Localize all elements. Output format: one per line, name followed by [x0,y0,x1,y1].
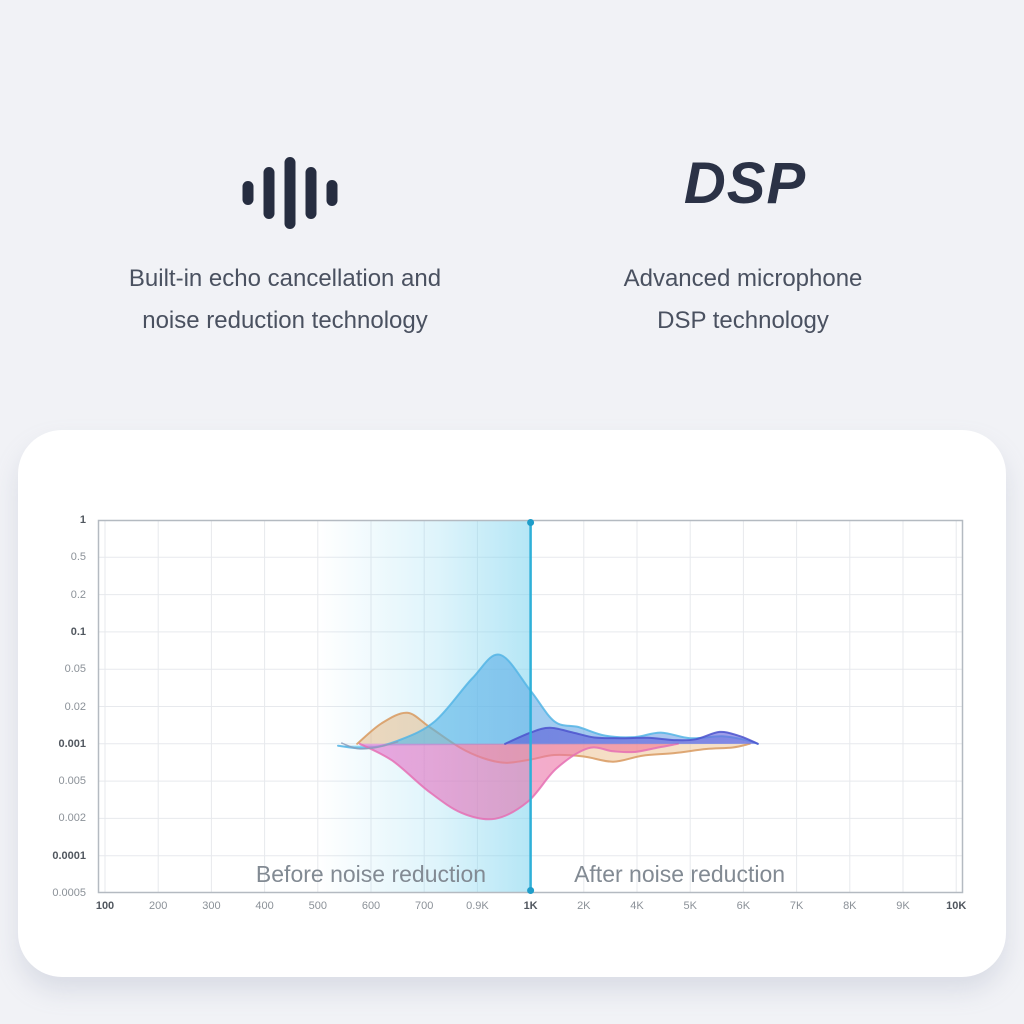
band-edge-dot-top [527,519,535,526]
before-pink-line [358,742,679,821]
y-tick-label: 0.005 [58,775,86,788]
frequency-chart: Before noise reduction After noise reduct… [97,519,964,894]
soundwave-icon [242,157,338,229]
x-tick-label: 5K [683,900,697,912]
x-tick-label: 500 [308,900,327,912]
chart-card: 1 0.5 0.2 0.1 0.05 0.02 0.001 0.005 0.002 0.0001 0… [18,430,1006,977]
soundwave-bar [284,157,296,229]
y-tick-label: 0.05 [64,663,86,676]
x-tick-label: 2K [577,900,591,912]
x-tick-label: 400 [255,900,274,912]
feature-caption-echo: Built-in echo cancellation and noise red… [129,258,441,342]
feature-caption-line1: Built-in echo cancellation and [128,265,442,292]
x-tick-label: 9K [896,900,910,912]
y-tick-label: 0.001 [58,737,86,750]
soundwave-bar [305,167,317,219]
feature-caption-line2: DSP technology [657,307,829,334]
soundwave-bar [326,180,338,206]
feature-caption-line2: noise reduction technology [142,307,428,334]
before-pink-area [359,743,678,820]
before-blue-area [338,654,758,749]
x-tick-label: 200 [149,900,168,912]
before-orange-area [357,712,750,763]
annotation-label: Before noise reduction [256,861,486,887]
y-tick-label: 0.02 [64,700,86,713]
x-axis: 100 200 300 400 500 600 700 0.9K 1K 2K 4K 5K 6K 7K 8K 9… [95,900,967,916]
soundwave-bar [263,167,275,219]
x-tick-label: 7K [789,900,804,912]
x-tick-label: 300 [202,900,221,912]
lead-line-line [340,741,399,750]
soundwave-bar [242,181,254,205]
y-axis: 1 0.5 0.2 0.1 0.05 0.02 0.001 0.005 0.002 0.0001 0… [18,514,92,899]
feature-caption-line1: Advanced microphone [623,265,863,292]
feature-caption-dsp: Advanced microphone DSP technology [624,258,863,342]
band-edge-dot-bottom [527,887,535,894]
x-tick-label: 600 [361,900,381,912]
after-purple-area [505,727,758,744]
y-tick-label: 1 [79,514,86,526]
x-tick-label: 1K [523,900,538,912]
y-tick-label: 0.1 [70,625,86,638]
after-purple-line [504,726,759,745]
x-tick-label: 700 [415,900,434,912]
dsp-logo: DSP [683,151,807,216]
x-tick-label: 8K [843,900,857,912]
x-tick-label: 0.9K [466,900,489,912]
y-tick-label: 0.2 [70,588,86,601]
annotation-label: After noise reduction [574,861,785,887]
x-tick-label: 10K [946,900,967,912]
y-tick-label: 0.0001 [52,849,86,862]
y-tick-label: 0.002 [58,812,86,825]
x-tick-label: 4K [630,900,644,912]
x-tick-label: 100 [95,900,115,912]
y-tick-label: 0.5 [70,551,86,564]
x-tick-label: 6K [736,900,751,912]
y-tick-label: 0.0005 [52,887,86,899]
